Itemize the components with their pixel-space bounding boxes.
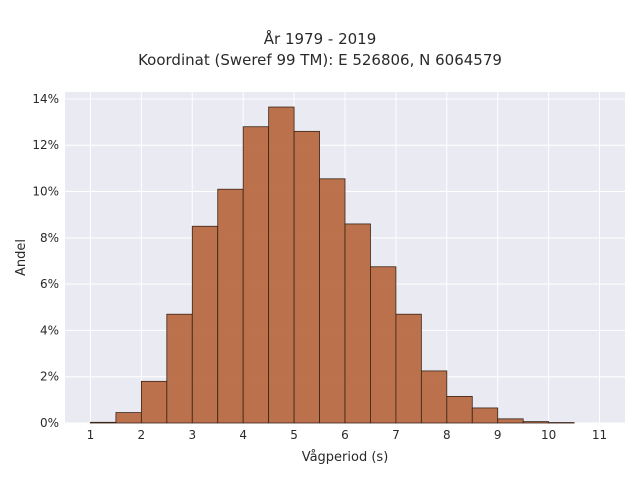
histogram-bar xyxy=(140,380,168,424)
histogram-bar xyxy=(446,395,473,424)
y-axis-label: Andel xyxy=(14,239,29,276)
histogram-bar xyxy=(217,188,244,424)
histogram-bar xyxy=(395,313,422,424)
histogram-bar xyxy=(268,106,295,424)
histogram-bar xyxy=(319,178,346,424)
x-tick-label: 6 xyxy=(341,428,349,442)
x-tick-labels: 1 2 3 4 5 6 7 8 9 10 11 xyxy=(87,428,608,442)
y-tick-labels: 0% 2% 4% 6% 8% 10% 12% 14% xyxy=(32,92,59,430)
y-tick-label: 12% xyxy=(32,138,59,152)
x-axis-label: Vågperiod (s) xyxy=(302,450,389,465)
y-tick-label: 2% xyxy=(40,370,59,384)
histogram-bar xyxy=(191,225,219,424)
y-tick-label: 10% xyxy=(32,185,59,199)
histogram-bar xyxy=(420,370,448,424)
y-tick-label: 6% xyxy=(40,277,59,291)
y-tick-label: 4% xyxy=(40,323,59,337)
chart-title-line-1: År 1979 - 2019 xyxy=(263,30,377,48)
chart-title-line-2: Koordinat (Sweref 99 TM): E 526806, N 60… xyxy=(138,51,502,69)
bar-layer xyxy=(90,106,575,424)
histogram-bar xyxy=(166,313,193,424)
x-tick-label: 9 xyxy=(494,428,502,442)
x-tick-label: 1 xyxy=(87,428,95,442)
histogram-bar xyxy=(370,266,397,424)
x-tick-label: 8 xyxy=(443,428,451,442)
x-tick-label: 11 xyxy=(592,428,607,442)
histogram-bar xyxy=(242,126,270,424)
x-tick-label: 5 xyxy=(290,428,298,442)
histogram-bar xyxy=(115,412,142,424)
histogram-bar xyxy=(548,422,575,424)
y-tick-label: 8% xyxy=(40,231,59,245)
y-tick-label: 14% xyxy=(32,92,59,106)
histogram-bar xyxy=(497,418,524,424)
x-tick-label: 4 xyxy=(239,428,247,442)
histogram-bar xyxy=(293,130,320,424)
histogram-bar xyxy=(344,223,371,424)
x-tick-label: 10 xyxy=(541,428,556,442)
x-tick-label: 7 xyxy=(392,428,400,442)
histogram-bar xyxy=(90,421,117,424)
histogram-bar xyxy=(522,421,550,424)
x-tick-label: 3 xyxy=(188,428,196,442)
x-tick-label: 2 xyxy=(138,428,146,442)
histogram-bar xyxy=(471,407,499,424)
y-tick-label: 0% xyxy=(40,416,59,430)
